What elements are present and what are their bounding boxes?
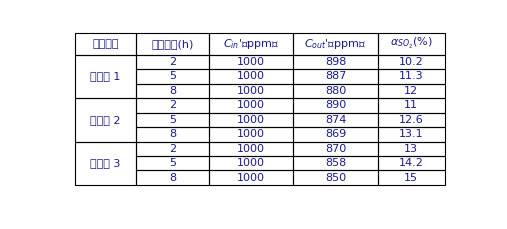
Text: 1000: 1000: [237, 57, 265, 67]
Bar: [293, 69, 378, 84]
Text: 14.2: 14.2: [399, 158, 423, 168]
Bar: [209, 84, 293, 98]
Text: 8: 8: [169, 86, 176, 96]
Bar: [293, 84, 378, 98]
Bar: [136, 33, 209, 55]
Bar: [136, 127, 209, 142]
Bar: [209, 142, 293, 156]
Text: 1000: 1000: [237, 71, 265, 82]
Text: 1000: 1000: [237, 86, 265, 96]
Text: 1000: 1000: [237, 173, 265, 183]
Bar: [378, 98, 445, 113]
Text: 850: 850: [325, 173, 346, 183]
Bar: [293, 55, 378, 69]
Bar: [293, 127, 378, 142]
Bar: [378, 156, 445, 170]
Text: 8: 8: [169, 129, 176, 139]
Bar: [293, 170, 378, 185]
Text: 10.2: 10.2: [399, 57, 423, 67]
Bar: [136, 156, 209, 170]
Bar: [75, 55, 136, 98]
Bar: [136, 55, 209, 69]
Text: 1000: 1000: [237, 115, 265, 125]
Text: 2: 2: [169, 57, 176, 67]
Text: 8: 8: [169, 173, 176, 183]
Bar: [209, 33, 293, 55]
Text: 11.3: 11.3: [399, 71, 423, 82]
Bar: [136, 113, 209, 127]
Text: 实施例 1: 实施例 1: [90, 71, 121, 82]
Text: 869: 869: [325, 129, 346, 139]
Text: 2: 2: [169, 101, 176, 110]
Text: 13.1: 13.1: [399, 129, 423, 139]
Text: 2: 2: [169, 144, 176, 154]
Text: 15: 15: [404, 173, 418, 183]
Bar: [209, 127, 293, 142]
Bar: [293, 156, 378, 170]
Bar: [209, 170, 293, 185]
Text: 898: 898: [325, 57, 346, 67]
Bar: [378, 127, 445, 142]
Bar: [378, 170, 445, 185]
Text: 1000: 1000: [237, 158, 265, 168]
Bar: [209, 69, 293, 84]
Text: 11: 11: [404, 101, 418, 110]
Bar: [293, 142, 378, 156]
Bar: [75, 33, 136, 55]
Text: 1000: 1000: [237, 101, 265, 110]
Bar: [209, 98, 293, 113]
Bar: [293, 113, 378, 127]
Text: 1000: 1000: [237, 129, 265, 139]
Text: 样品编号: 样品编号: [92, 39, 119, 49]
Text: 12: 12: [404, 86, 418, 96]
Bar: [136, 170, 209, 185]
Text: 12.6: 12.6: [399, 115, 423, 125]
Bar: [209, 156, 293, 170]
Bar: [136, 84, 209, 98]
Text: 5: 5: [169, 158, 176, 168]
Bar: [378, 84, 445, 98]
Bar: [75, 142, 136, 185]
Text: 880: 880: [325, 86, 346, 96]
Bar: [378, 33, 445, 55]
Bar: [378, 55, 445, 69]
Bar: [75, 98, 136, 142]
Text: 874: 874: [325, 115, 346, 125]
Text: 实施例 2: 实施例 2: [90, 115, 121, 125]
Bar: [293, 33, 378, 55]
Text: 858: 858: [325, 158, 346, 168]
Bar: [136, 142, 209, 156]
Bar: [136, 98, 209, 113]
Text: $C_{out}$'（ppm）: $C_{out}$'（ppm）: [304, 37, 367, 51]
Text: 890: 890: [325, 101, 346, 110]
Bar: [293, 98, 378, 113]
Bar: [378, 69, 445, 84]
Text: 870: 870: [325, 144, 346, 154]
Text: 实施例 3: 实施例 3: [90, 158, 121, 168]
Text: 实验时间(h): 实验时间(h): [151, 39, 194, 49]
Bar: [209, 113, 293, 127]
Text: 5: 5: [169, 115, 176, 125]
Text: $\alpha_{SO_2}$(%): $\alpha_{SO_2}$(%): [390, 36, 432, 51]
Bar: [136, 69, 209, 84]
Bar: [378, 142, 445, 156]
Text: 887: 887: [325, 71, 346, 82]
Text: $C_{in}$'（ppm）: $C_{in}$'（ppm）: [223, 37, 279, 51]
Text: 1000: 1000: [237, 144, 265, 154]
Bar: [378, 113, 445, 127]
Text: 5: 5: [169, 71, 176, 82]
Text: 13: 13: [404, 144, 418, 154]
Bar: [209, 55, 293, 69]
